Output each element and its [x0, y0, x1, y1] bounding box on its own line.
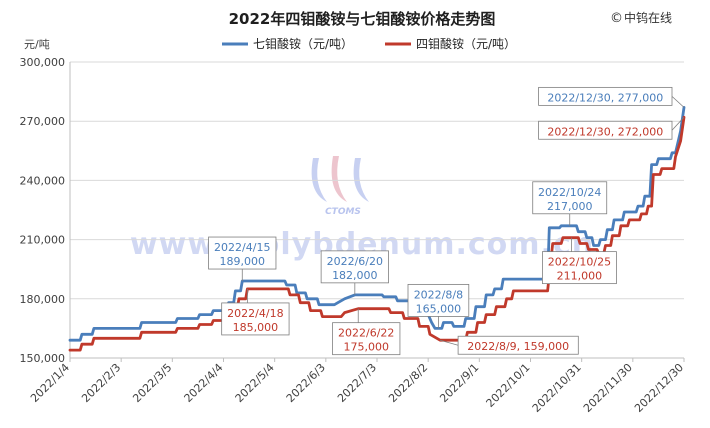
x-tick-label: 2022/4/4: [181, 361, 225, 405]
legend: 七钼酸铵（元/吨） 四钼酸铵（元/吨）: [222, 36, 516, 51]
callout-label: 211,000: [557, 270, 603, 283]
callout-label: 217,000: [547, 200, 593, 213]
callout-box: [407, 283, 470, 317]
callout-box: [532, 181, 608, 215]
y-tick-label: 150,000: [20, 352, 66, 365]
chart-title: 2022年四钼酸铵与七钼酸铵价格走势图: [229, 10, 496, 28]
watermark-logo-icon: [353, 158, 369, 202]
callout-label: 2022/8/8: [414, 288, 463, 301]
callout-label: 2022/6/20: [327, 255, 383, 268]
x-tick-label: 2022/12/30: [632, 361, 686, 415]
callout-label: 2022/6/22: [338, 327, 394, 340]
x-tick-label: 2022/11/30: [581, 361, 635, 415]
source-label: 中钨在线: [624, 10, 672, 25]
x-tick-label: 2022/10/1: [484, 361, 533, 410]
watermark-logo-icon: [331, 156, 347, 202]
callout-leader: [671, 96, 685, 108]
callout-label: 2022/10/25: [548, 256, 611, 269]
series-line-seven: [68, 106, 686, 342]
y-tick-label: 180,000: [20, 293, 66, 306]
x-tick-label: 2022/7/3: [335, 361, 379, 405]
callout-box: [208, 236, 277, 270]
callout-label: 175,000: [343, 341, 389, 354]
callout-leader: [439, 339, 459, 346]
watermark-logo-icon: [311, 158, 327, 202]
copyright-icon: ©: [610, 11, 623, 26]
y-tick-label: 210,000: [20, 234, 66, 247]
callout-label: 2022/4/18: [227, 307, 283, 320]
callout: 2022/12/30, 277,000: [538, 86, 685, 108]
callout-box: [221, 302, 290, 336]
x-tick-label: 2022/9/1: [437, 361, 481, 405]
callout-label: 185,000: [233, 321, 279, 334]
x-axis: 2022/1/4 2022/2/3 2022/3/5 2022/4/4 2022/5/4…: [28, 358, 686, 415]
x-tick-label: 2022/10/31: [530, 361, 584, 415]
callout: 2022/8/9, 159,000: [439, 335, 579, 355]
callout-label: 189,000: [220, 255, 266, 268]
y-axis-unit-label: 元/吨: [24, 38, 50, 51]
x-tick-label: 2022/3/5: [130, 361, 174, 405]
x-tick-label: 2022/5/4: [233, 361, 277, 405]
callout-leader: [671, 116, 685, 131]
y-tick-label: 300,000: [20, 56, 66, 69]
callout-label: 2022/10/24: [538, 186, 601, 199]
callout-label: 2022/12/30, 277,000: [547, 91, 663, 104]
callout-box: [542, 251, 617, 285]
x-tick-label: 2022/2/3: [79, 361, 123, 405]
watermark-logo-text: CTOMS: [325, 207, 361, 217]
y-tick-label: 240,000: [20, 174, 66, 187]
callout-box: [538, 120, 673, 140]
callout: 2022/12/30, 272,000: [538, 116, 685, 140]
callout-label: 165,000: [416, 302, 462, 315]
callout-box: [538, 86, 673, 106]
y-tick-label: 270,000: [20, 115, 66, 128]
legend-label: 四钼酸铵（元/吨）: [416, 36, 516, 51]
legend-label: 七钼酸铵（元/吨）: [253, 36, 353, 51]
source-badge: © 中钨在线: [610, 10, 672, 26]
callout-box: [457, 335, 579, 355]
callout-box: [320, 250, 389, 284]
x-tick-label: 2022/1/4: [28, 361, 72, 405]
callout-label: 2022/12/30, 272,000: [547, 125, 663, 138]
x-tick-label: 2022/6/3: [284, 361, 328, 405]
callout-label: 2022/8/9, 159,000: [467, 340, 569, 353]
x-tick-label: 2022/8/2: [386, 361, 430, 405]
callout-box: [332, 322, 401, 356]
callout-label: 182,000: [332, 269, 378, 282]
callout-label: 2022/4/15: [214, 241, 270, 254]
